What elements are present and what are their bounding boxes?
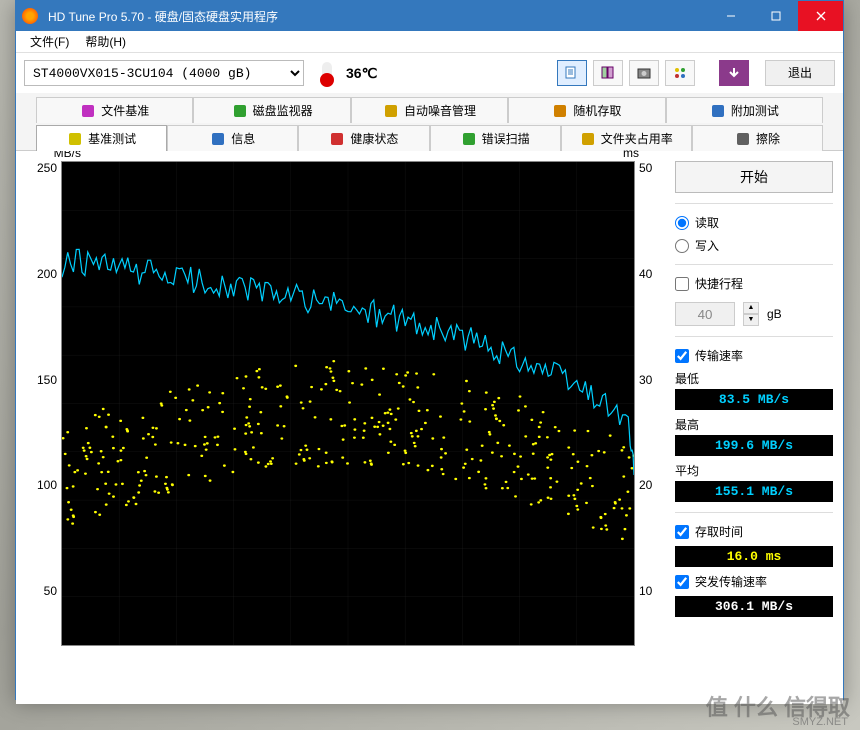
fast-value-input[interactable]: [675, 302, 735, 326]
settings-button[interactable]: [665, 60, 695, 86]
tab-基准测试[interactable]: 基准测试: [36, 125, 167, 151]
tab-icon: [735, 131, 751, 147]
menu-file[interactable]: 文件(F): [22, 31, 77, 52]
mode-radio-group: 读取 写入: [675, 203, 833, 254]
tab-错误扫描[interactable]: 错误扫描: [430, 125, 561, 151]
thermometer-icon: [322, 62, 332, 84]
gb-label: gB: [767, 307, 782, 321]
rate-checkbox[interactable]: 传输速率: [675, 347, 833, 364]
burst-checkbox[interactable]: 突发传输速率: [675, 573, 833, 590]
min-value: 83.5 MB/s: [675, 389, 833, 410]
y-right-unit: ms: [623, 146, 639, 160]
access-checkbox[interactable]: 存取时间: [675, 523, 833, 540]
start-button[interactable]: 开始: [675, 161, 833, 193]
tab-信息[interactable]: 信息: [167, 125, 298, 151]
fast-checkbox[interactable]: 快捷行程: [675, 275, 833, 292]
temperature-value: 36℃: [346, 65, 377, 82]
tab-擦除[interactable]: 擦除: [692, 125, 823, 151]
tab-icon: [210, 131, 226, 147]
tab-icon: [80, 103, 96, 119]
avg-value: 155.1 MB/s: [675, 481, 833, 502]
app-icon: [22, 8, 38, 24]
avg-label: 平均: [675, 462, 833, 479]
menu-help[interactable]: 帮助(H): [77, 31, 134, 52]
exit-button[interactable]: 退出: [765, 60, 835, 86]
screenshot-button[interactable]: [629, 60, 659, 86]
tab-自动噪音管理[interactable]: 自动噪音管理: [351, 97, 508, 123]
menubar: 文件(F) 帮助(H): [16, 31, 843, 53]
spin-down[interactable]: ▼: [743, 314, 759, 326]
tab-row-bottom: 基准测试信息健康状态错误扫描文件夹占用率擦除: [16, 123, 843, 151]
burst-value: 306.1 MB/s: [675, 596, 833, 617]
minimize-button[interactable]: [708, 1, 753, 31]
y-axis-right: ms 5040302010: [635, 161, 663, 704]
tab-附加测试[interactable]: 附加测试: [666, 97, 823, 123]
copy-text-button[interactable]: [557, 60, 587, 86]
window-title: HD Tune Pro 5.70 - 硬盘/固态硬盘实用程序: [44, 8, 708, 25]
titlebar[interactable]: HD Tune Pro 5.70 - 硬盘/固态硬盘实用程序: [16, 1, 843, 31]
close-button[interactable]: [798, 1, 843, 31]
tab-磁盘监视器[interactable]: 磁盘监视器: [193, 97, 350, 123]
write-radio[interactable]: 写入: [675, 237, 833, 254]
tab-健康状态[interactable]: 健康状态: [298, 125, 429, 151]
watermark-url: SMYZ.NET: [792, 716, 848, 728]
side-panel: 开始 读取 写入 快捷行程 ▲ ▼ gB 传输速率: [663, 161, 833, 704]
min-label: 最低: [675, 370, 833, 387]
content-area: MB/s 25020015010050 ms 5040302010 开始 读取 …: [16, 150, 843, 704]
tab-文件基准[interactable]: 文件基准: [36, 97, 193, 123]
spin-up[interactable]: ▲: [743, 302, 759, 314]
tab-icon: [710, 103, 726, 119]
tab-icon: [580, 131, 596, 147]
benchmark-plot: [61, 161, 635, 646]
access-value: 16.0 ms: [675, 546, 833, 567]
tab-row-top: 文件基准磁盘监视器自动噪音管理随机存取附加测试: [16, 93, 843, 123]
tab-icon: [67, 131, 83, 147]
tab-icon: [461, 131, 477, 147]
app-window: HD Tune Pro 5.70 - 硬盘/固态硬盘实用程序 文件(F) 帮助(…: [15, 0, 844, 700]
maximize-button[interactable]: [753, 1, 798, 31]
save-button[interactable]: [719, 60, 749, 86]
toolbar: ST4000VX015-3CU104 (4000 gB) 36℃ 退出: [16, 53, 843, 93]
tab-icon: [329, 131, 345, 147]
max-label: 最高: [675, 416, 833, 433]
tab-icon: [552, 103, 568, 119]
read-radio[interactable]: 读取: [675, 214, 833, 231]
copy-chart-button[interactable]: [593, 60, 623, 86]
drive-select[interactable]: ST4000VX015-3CU104 (4000 gB): [24, 60, 304, 86]
y-axis-left: MB/s 25020015010050: [26, 161, 61, 704]
tab-icon: [383, 103, 399, 119]
tab-随机存取[interactable]: 随机存取: [508, 97, 665, 123]
max-value: 199.6 MB/s: [675, 435, 833, 456]
chart-area: MB/s 25020015010050 ms 5040302010: [26, 161, 663, 704]
tab-icon: [232, 103, 248, 119]
